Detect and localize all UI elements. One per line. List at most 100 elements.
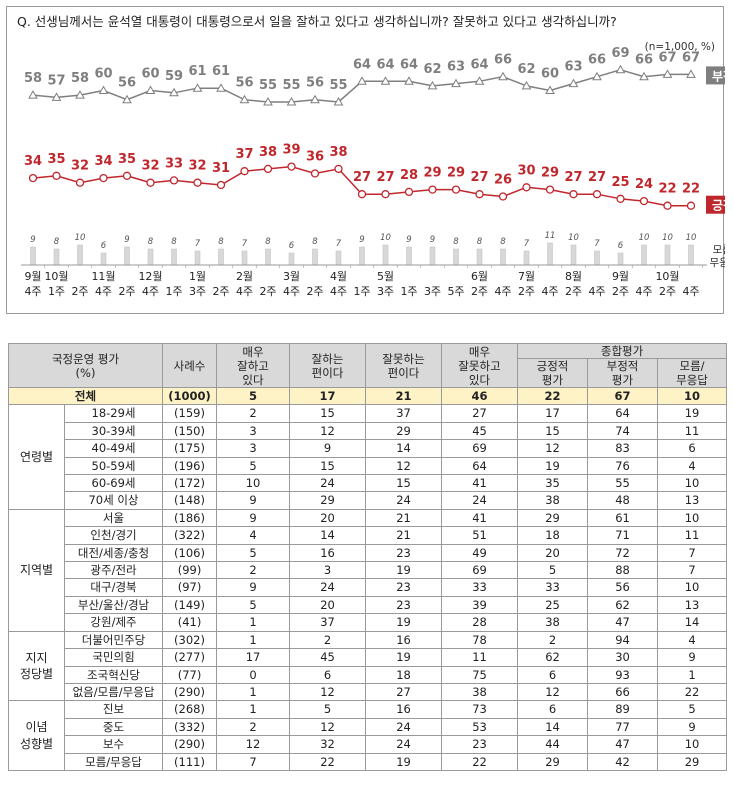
positive-point [639, 196, 649, 206]
negative-data-label: 57 [47, 73, 65, 88]
header-positive: 긍정적 평가 [517, 358, 589, 388]
table-cell: 29 [657, 752, 728, 771]
table-cell: 21 [365, 526, 443, 545]
table-cell: 21 [365, 386, 443, 406]
table-cell: 3 [289, 561, 367, 580]
dk-bar [570, 244, 577, 266]
x-tick-label-week: 2주 [471, 285, 488, 298]
negative-data-label: 69 [611, 46, 629, 61]
row-label: 모름/무응답 [63, 752, 164, 771]
negative-data-label: 67 [658, 50, 676, 65]
table-row: 대전/세종/충청 (106) 5 16 23 49 20 72 7 [9, 543, 728, 563]
table-cell: 5 [216, 595, 291, 615]
negative-point [216, 83, 226, 92]
positive-data-label: 29 [423, 166, 441, 181]
row-label: 70세 이상 [63, 491, 164, 510]
table-cell: 6 [517, 700, 589, 719]
table-cell: 19 [365, 613, 443, 632]
table-row: 지지 정당별 더불어민주당 (302) 1 2 16 78 2 94 4 [8, 630, 728, 702]
positive-point [146, 178, 155, 187]
dk-bar [523, 250, 530, 266]
negative-point [122, 94, 132, 104]
table-row: 60-69세 (172) 10 24 15 41 35 55 10 [9, 474, 728, 493]
legend-tag-positive [706, 195, 725, 214]
positive-data-label: 29 [541, 166, 559, 181]
negative-point [357, 76, 367, 85]
positive-data-label: 27 [470, 170, 488, 185]
dk-bar [218, 248, 224, 266]
positive-data-label: 39 [282, 143, 300, 158]
table-cell: 47 [587, 735, 659, 754]
x-tick-label-week: 4주 [95, 285, 112, 298]
table-cell: 27 [365, 682, 443, 702]
positive-point [545, 185, 555, 194]
table-cell: 19 [365, 752, 443, 771]
table-cell: 12 [216, 735, 291, 754]
negative-point [451, 78, 461, 88]
table-cell: 2 [289, 630, 367, 650]
group-label: 이념 성향별 [8, 700, 65, 771]
table-cell: 10 [657, 735, 728, 754]
x-tick-label-week: 1주 [165, 285, 182, 298]
dk-bar [617, 252, 624, 266]
table-cell: 14 [365, 439, 443, 458]
positive-data-label: 27 [353, 170, 371, 185]
table-cell: 14 [289, 526, 367, 545]
positive-data-label: 27 [564, 170, 582, 185]
table-cell: 12 [289, 682, 367, 702]
table-cell: 45 [441, 421, 519, 441]
table-cell: 76 [587, 456, 659, 476]
group-label: 연령별 [8, 404, 65, 510]
row-label: 60-69세 [63, 474, 164, 493]
negative-point [239, 94, 250, 104]
table-cell: 6 [517, 665, 589, 684]
x-tick-label-week: 3주 [424, 285, 441, 298]
x-tick-label-week: 4주 [283, 285, 300, 298]
negative-point [639, 71, 649, 81]
positive-point [122, 171, 132, 180]
table-cell: 45 [289, 648, 367, 667]
positive-data-label: 27 [588, 170, 606, 185]
x-tick-label-week: 4주 [236, 285, 253, 298]
dk-bar [359, 246, 365, 266]
dk-bar [641, 244, 647, 266]
positive-point [498, 192, 508, 201]
negative-point [498, 71, 508, 81]
negative-data-label: 64 [353, 57, 371, 72]
negative-data-label: 64 [376, 57, 394, 72]
negative-point [286, 96, 297, 106]
row-sample-size: (159) [162, 404, 218, 423]
table-cell: 66 [587, 682, 659, 702]
header-very-good: 매우 잘하고 있다 [216, 343, 291, 388]
row-label: 중도 [63, 717, 164, 737]
legend-label-dk: 모름/ [713, 244, 725, 256]
table-cell: 5 [216, 456, 291, 476]
table-cell: 62 [517, 648, 589, 667]
positive-data-label: 34 [24, 154, 42, 169]
negative-data-label: 64 [400, 57, 418, 72]
x-tick-label-week: 4주 [494, 285, 511, 298]
x-tick-label-week: 2주 [518, 285, 535, 298]
table-cell: 71 [587, 526, 659, 545]
table-cell: 23 [365, 543, 443, 563]
header-summary-group: 종합평가 [517, 343, 728, 359]
table-cell: 16 [289, 543, 367, 563]
x-tick-label-month: 11월 [91, 270, 115, 283]
table-cell: 22 [441, 752, 519, 771]
table-row: 부산/울산/경남 (149) 5 20 23 39 25 62 13 [9, 595, 728, 615]
table-cell: 5 [289, 700, 367, 719]
table-cell: 9 [216, 491, 291, 510]
table-cell: 22 [517, 386, 589, 406]
positive-point [616, 194, 625, 203]
table-cell: 33 [441, 578, 519, 597]
dk-bar [547, 242, 553, 266]
positive-point [169, 176, 179, 185]
x-tick-label-month: 4월 [330, 270, 347, 283]
dk-data-label: 10 [75, 233, 86, 243]
table-cell: 15 [289, 456, 367, 476]
group-label: 지지 정당별 [8, 630, 65, 702]
positive-data-label: 33 [165, 156, 183, 171]
negative-data-label: 56 [235, 76, 253, 91]
table-cell: 24 [289, 474, 367, 493]
x-tick-label-week: 4주 [330, 285, 347, 298]
